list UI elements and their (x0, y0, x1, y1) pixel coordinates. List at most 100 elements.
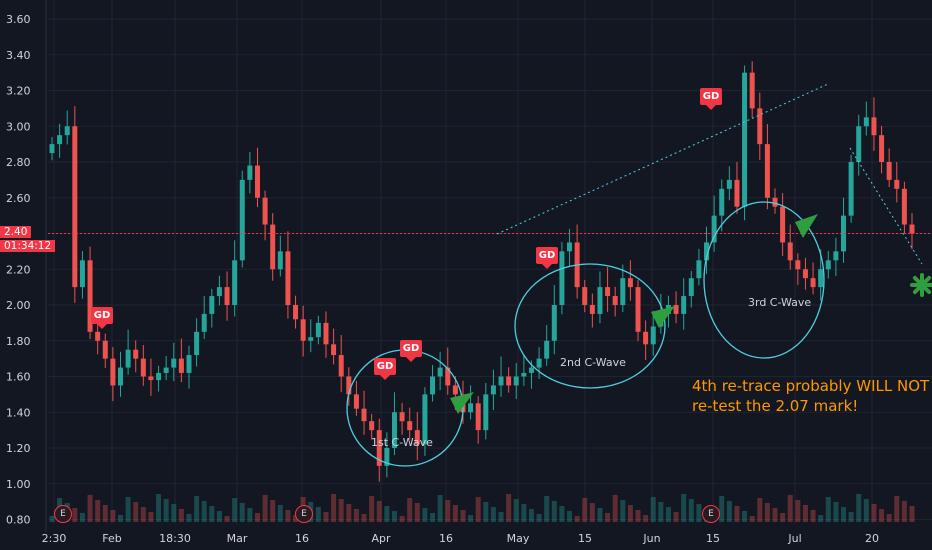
candle-body (171, 358, 177, 368)
volume-bar (452, 505, 458, 522)
candle-body (551, 305, 557, 341)
gd-marker[interactable]: GD (700, 88, 722, 110)
candle-body (125, 349, 131, 368)
candle-body (178, 358, 184, 373)
candle-body (102, 340, 108, 359)
volume-bar (72, 508, 78, 522)
candle-body (795, 260, 801, 270)
wave-label-2: 2nd C-Wave (560, 356, 626, 369)
volume-bar (87, 495, 93, 522)
candle-body (749, 72, 755, 109)
candle-body (696, 260, 702, 279)
candle-body (841, 215, 847, 252)
candle-body (64, 126, 70, 136)
volume-bar (376, 501, 382, 522)
earnings-marker[interactable]: E (702, 505, 720, 523)
volume-bar (589, 503, 595, 522)
wave-label-3: 3rd C-Wave (748, 296, 812, 309)
y-tick-label: 2.20 (6, 263, 31, 276)
volume-bar (490, 507, 496, 522)
current-price-tag: 2.40 (0, 226, 32, 238)
candle-body (376, 430, 382, 466)
volume-bar (338, 499, 344, 522)
gd-marker[interactable]: GD (536, 247, 558, 269)
gd-marker[interactable]: GD (400, 340, 422, 362)
candle-body (407, 421, 413, 431)
volume-bar (597, 508, 603, 522)
volume-bar (673, 512, 679, 522)
volume-bar (612, 495, 618, 522)
x-tick-label: 18:30 (159, 532, 191, 545)
volume-bar (247, 508, 253, 522)
candle-body (315, 322, 321, 338)
volume-bar (620, 500, 626, 522)
volume-bar (315, 507, 321, 522)
x-tick-label: Mar (227, 532, 248, 545)
candle-body (879, 135, 885, 162)
candle-body (559, 251, 565, 305)
candle-body (513, 376, 519, 386)
volume-bar (140, 507, 146, 522)
volume-bar (841, 507, 847, 522)
candle-body (833, 251, 839, 261)
gd-marker[interactable]: GD (91, 307, 113, 329)
volume-bar (749, 516, 755, 522)
candle-body (787, 242, 793, 261)
gd-marker[interactable]: GD (374, 358, 396, 380)
volume-bar (802, 505, 808, 522)
volume-bar (239, 503, 245, 522)
candle-body (635, 287, 641, 332)
volume-bar (734, 506, 740, 522)
candle-body (825, 260, 831, 270)
volume-bar (178, 509, 184, 522)
earnings-marker[interactable]: E (54, 505, 72, 523)
volume-bar (681, 494, 687, 522)
volume-bar (468, 515, 474, 522)
x-tick-label: 16 (295, 532, 309, 545)
volume-bar (772, 508, 778, 522)
candle-body (293, 305, 299, 320)
y-tick-label: 1.20 (6, 442, 31, 455)
candle-body (871, 117, 877, 136)
candle-body (810, 278, 816, 288)
candle-body (277, 251, 283, 270)
candle-body (582, 287, 588, 305)
volume-bar (551, 501, 557, 522)
volume-bar (719, 496, 725, 522)
candle-body (711, 215, 717, 243)
candle-body (498, 376, 504, 386)
volume-bar (254, 513, 260, 522)
candle-body (528, 367, 534, 373)
candle-body (468, 403, 474, 413)
volume-bar (95, 500, 101, 522)
volume-bar (353, 509, 359, 522)
volume-bar (909, 506, 915, 522)
y-tick-label: 1.40 (6, 406, 31, 419)
x-tick-label: 16 (439, 532, 453, 545)
volume-bar (886, 514, 892, 522)
candle-body (331, 344, 337, 356)
volume-bar (780, 513, 786, 522)
candle-body (308, 337, 314, 341)
volume-bar (483, 502, 489, 522)
candle-body (901, 188, 907, 225)
y-tick-label: 1.60 (6, 371, 31, 384)
volume-bar (323, 512, 329, 522)
volume-bar (422, 508, 428, 522)
volume-bar (232, 498, 238, 522)
volume-bar (194, 496, 200, 522)
candle-body (110, 358, 116, 386)
arrow-icon (450, 392, 474, 414)
earnings-marker[interactable]: E (295, 505, 313, 523)
volume-bar (848, 512, 854, 522)
y-tick-label: 1.80 (6, 335, 31, 348)
y-tick-label: 3.00 (6, 120, 31, 133)
candle-body (414, 430, 420, 445)
x-tick-label: Jul (787, 532, 801, 545)
y-tick-label: 0.80 (6, 514, 31, 527)
volume-bar (270, 500, 276, 522)
candle-body (894, 179, 900, 189)
volume-bar (871, 504, 877, 522)
